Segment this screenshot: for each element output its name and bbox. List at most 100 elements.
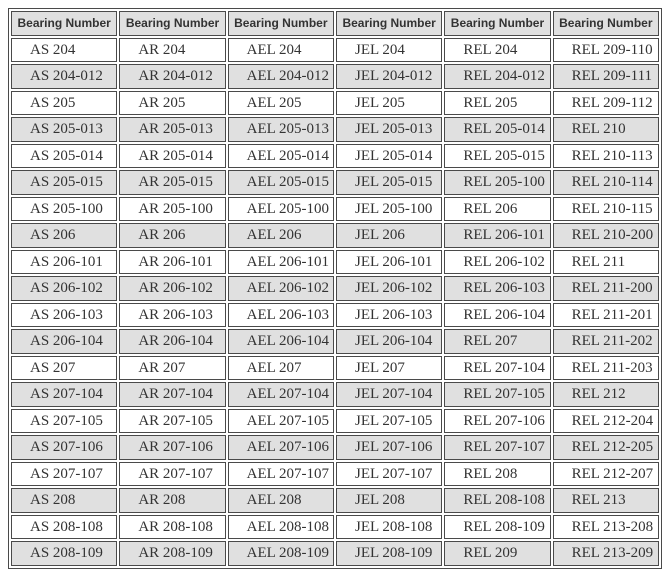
- bearing-number-cell: JEL 205: [335, 90, 443, 115]
- bearing-number-cell: AEL 206-103: [227, 302, 334, 327]
- bearing-number-cell: REL 205-015: [444, 143, 551, 168]
- bearing-number-cell: REL 207: [444, 329, 551, 354]
- column-header-2: Bearing Number: [119, 11, 226, 36]
- bearing-number-cell: AR 207-107: [119, 461, 226, 486]
- bearing-number-cell: AS 207-104: [11, 382, 118, 407]
- bearing-number-cell: AR 205-100: [119, 196, 226, 221]
- bearing-number-cell: JEL 206-104: [335, 329, 443, 354]
- bearing-number-cell: JEL 207-105: [335, 408, 443, 433]
- bearing-number-cell: AR 206-103: [119, 302, 226, 327]
- bearing-number-cell: AR 208: [119, 488, 226, 513]
- bearing-number-cell: JEL 207: [335, 355, 443, 380]
- bearing-number-cell: AS 205: [11, 90, 118, 115]
- bearing-number-cell: AEL 204: [227, 37, 334, 62]
- bearing-number-cell: AEL 205: [227, 90, 334, 115]
- bearing-number-table: Bearing Number Bearing Number Bearing Numb…: [8, 8, 662, 569]
- bearing-number-cell: AEL 207-104: [227, 382, 334, 407]
- bearing-number-cell: AS 207: [11, 355, 118, 380]
- table-row: AS 205-014 AR 205-014 AEL 205-014 JEL 205-0…: [11, 143, 659, 168]
- bearing-number-cell: REL 206-103: [444, 276, 551, 301]
- bearing-number-cell: REL 207-106: [444, 408, 551, 433]
- table-row: AS 205-100 AR 205-100 AEL 205-100 JEL 205-1…: [11, 196, 659, 221]
- header-row: Bearing Number Bearing Number Bearing Numb…: [11, 11, 659, 36]
- column-header-6: Bearing Number: [552, 11, 659, 36]
- bearing-number-cell: AEL 207-107: [227, 461, 334, 486]
- bearing-number-cell: REL 206: [444, 196, 551, 221]
- bearing-number-cell: REL 207-105: [444, 382, 551, 407]
- bearing-number-cell: JEL 207-107: [335, 461, 443, 486]
- bearing-number-cell: AS 207-105: [11, 408, 118, 433]
- table-body: AS 204 AR 204 AEL 204 JEL 204 REL 204 REL 209…: [11, 37, 659, 566]
- bearing-number-cell: REL 208-109: [444, 514, 551, 539]
- bearing-number-cell: JEL 208-109: [335, 541, 443, 566]
- bearing-number-cell: AR 206: [119, 223, 226, 248]
- bearing-number-cell: AS 206-101: [11, 249, 118, 274]
- bearing-number-cell: AR 204: [119, 37, 226, 62]
- column-header-3: Bearing Number: [227, 11, 334, 36]
- bearing-number-cell: AEL 206-104: [227, 329, 334, 354]
- bearing-number-cell: AS 204-012: [11, 64, 118, 89]
- table-row: AS 204-012 AR 204-012 AEL 204-012 JEL 204-0…: [11, 64, 659, 89]
- bearing-number-cell: REL 211-203: [552, 355, 659, 380]
- table-row: AS 207-106 AR 207-106 AEL 207-106 JEL 207-1…: [11, 435, 659, 460]
- table-row: AS 206-104 AR 206-104 AEL 206-104 JEL 206-1…: [11, 329, 659, 354]
- bearing-number-cell: JEL 205-015: [335, 170, 443, 195]
- bearing-number-cell: REL 204-012: [444, 64, 551, 89]
- bearing-number-cell: REL 204: [444, 37, 551, 62]
- bearing-number-cell: JEL 206-103: [335, 302, 443, 327]
- bearing-number-cell: REL 206-104: [444, 302, 551, 327]
- bearing-number-cell: REL 209: [444, 541, 551, 566]
- bearing-number-cell: AS 207-107: [11, 461, 118, 486]
- bearing-number-cell: REL 212-204: [552, 408, 659, 433]
- column-header-5: Bearing Number: [444, 11, 551, 36]
- bearing-number-cell: AEL 208-109: [227, 541, 334, 566]
- bearing-number-cell: AS 206-103: [11, 302, 118, 327]
- bearing-number-cell: AEL 206: [227, 223, 334, 248]
- bearing-number-cell: AS 205-015: [11, 170, 118, 195]
- bearing-number-cell: REL 209-110: [552, 37, 659, 62]
- bearing-number-cell: AR 204-012: [119, 64, 226, 89]
- bearing-number-cell: AEL 204-012: [227, 64, 334, 89]
- bearing-number-cell: AEL 205-015: [227, 170, 334, 195]
- bearing-number-cell: REL 205: [444, 90, 551, 115]
- bearing-number-cell: AEL 207: [227, 355, 334, 380]
- table-row: AS 208-108 AR 208-108 AEL 208-108 JEL 208-1…: [11, 514, 659, 539]
- bearing-number-cell: AR 207: [119, 355, 226, 380]
- bearing-number-cell: REL 207-104: [444, 355, 551, 380]
- table-row: AS 205-015 AR 205-015 AEL 205-015 JEL 205-0…: [11, 170, 659, 195]
- bearing-number-cell: REL 210-114: [552, 170, 659, 195]
- bearing-number-cell: JEL 206-101: [335, 249, 443, 274]
- bearing-number-cell: REL 209-111: [552, 64, 659, 89]
- table-row: AS 208 AR 208 AEL 208 JEL 208 REL 208-108 REL…: [11, 488, 659, 513]
- bearing-number-cell: REL 213-209: [552, 541, 659, 566]
- bearing-number-cell: AEL 206-101: [227, 249, 334, 274]
- bearing-number-cell: REL 211-200: [552, 276, 659, 301]
- bearing-number-cell: AS 206: [11, 223, 118, 248]
- bearing-number-cell: AR 208-108: [119, 514, 226, 539]
- bearing-number-cell: AS 205-100: [11, 196, 118, 221]
- bearing-number-cell: AR 205-013: [119, 117, 226, 142]
- bearing-number-cell: REL 206-102: [444, 249, 551, 274]
- bearing-number-cell: AR 206-101: [119, 249, 226, 274]
- bearing-number-cell: AS 205-013: [11, 117, 118, 142]
- column-header-4: Bearing Number: [335, 11, 443, 36]
- bearing-number-cell: AEL 205-100: [227, 196, 334, 221]
- bearing-number-cell: AS 208: [11, 488, 118, 513]
- bearing-number-cell: REL 205-014: [444, 117, 551, 142]
- bearing-number-cell: AS 204: [11, 37, 118, 62]
- table-row: AS 206-101 AR 206-101 AEL 206-101 JEL 206-1…: [11, 249, 659, 274]
- bearing-number-cell: JEL 206-102: [335, 276, 443, 301]
- bearing-number-cell: REL 210-200: [552, 223, 659, 248]
- bearing-number-cell: REL 213-208: [552, 514, 659, 539]
- bearing-number-cell: REL 212-207: [552, 461, 659, 486]
- table-row: AS 206-102 AR 206-102 AEL 206-102 JEL 206-1…: [11, 276, 659, 301]
- bearing-number-cell: REL 208: [444, 461, 551, 486]
- bearing-number-cell: AEL 205-014: [227, 143, 334, 168]
- bearing-number-cell: AR 206-104: [119, 329, 226, 354]
- table-row: AS 208-109 AR 208-109 AEL 208-109 JEL 208-1…: [11, 541, 659, 566]
- bearing-number-cell: AS 208-108: [11, 514, 118, 539]
- bearing-number-cell: JEL 204-012: [335, 64, 443, 89]
- bearing-number-cell: REL 211: [552, 249, 659, 274]
- bearing-number-cell: JEL 205-100: [335, 196, 443, 221]
- bearing-number-cell: AR 207-104: [119, 382, 226, 407]
